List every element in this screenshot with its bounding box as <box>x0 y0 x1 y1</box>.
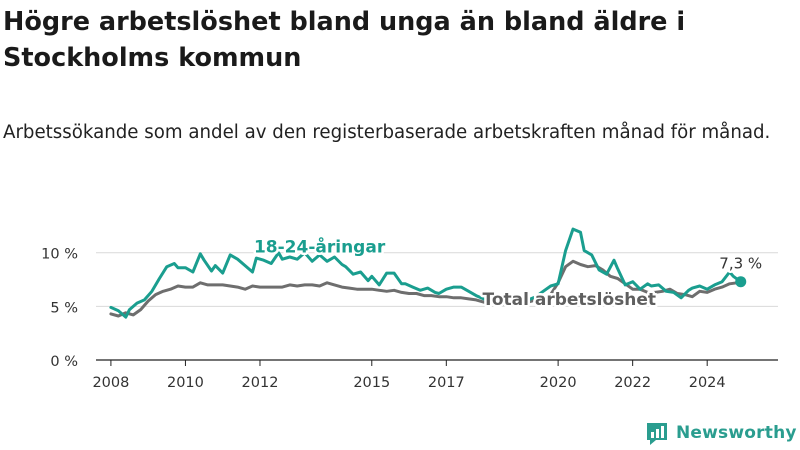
newsworthy-brand: Newsworthy <box>644 419 797 447</box>
x-axis: 2008 2010 2012 2015 2017 2020 2022 2024 <box>92 360 726 391</box>
y-axis: 0 % 5 % 10 % <box>41 247 78 370</box>
series-lines <box>109 227 747 319</box>
x-tick-label: 2010 <box>167 375 204 391</box>
series-label-youth: 18-24-åringar <box>254 236 386 258</box>
chart-subtitle: Arbetssökande som andel av den registerb… <box>3 122 771 143</box>
series-labels: 18-24-åringar Total arbetslöshet 7,3 % <box>251 233 764 312</box>
y-tick-label: 0 % <box>50 354 78 370</box>
x-tick-label: 2020 <box>540 375 577 391</box>
y-tick-label: 5 % <box>50 300 78 316</box>
x-tick-label: 2008 <box>92 375 129 391</box>
end-value-label: 7,3 % <box>719 255 762 273</box>
gridlines <box>96 252 778 361</box>
series-label-total: Total arbetslöshet <box>483 290 657 310</box>
y-tick-label: 10 % <box>41 247 78 263</box>
x-tick-label: 2022 <box>614 375 651 391</box>
x-tick-label: 2015 <box>353 375 390 391</box>
series-end-point <box>735 276 747 288</box>
x-tick-label: 2012 <box>242 375 279 391</box>
newsworthy-logo-icon <box>647 423 667 445</box>
x-tick-label: 2024 <box>689 375 726 391</box>
brand-name: Newsworthy <box>676 423 797 443</box>
series-line-youth <box>109 227 743 319</box>
series-line-total <box>109 259 739 318</box>
x-tick-label: 2017 <box>428 375 465 391</box>
chart-title: Högre arbetslöshet bland unga än bland ä… <box>3 7 686 73</box>
